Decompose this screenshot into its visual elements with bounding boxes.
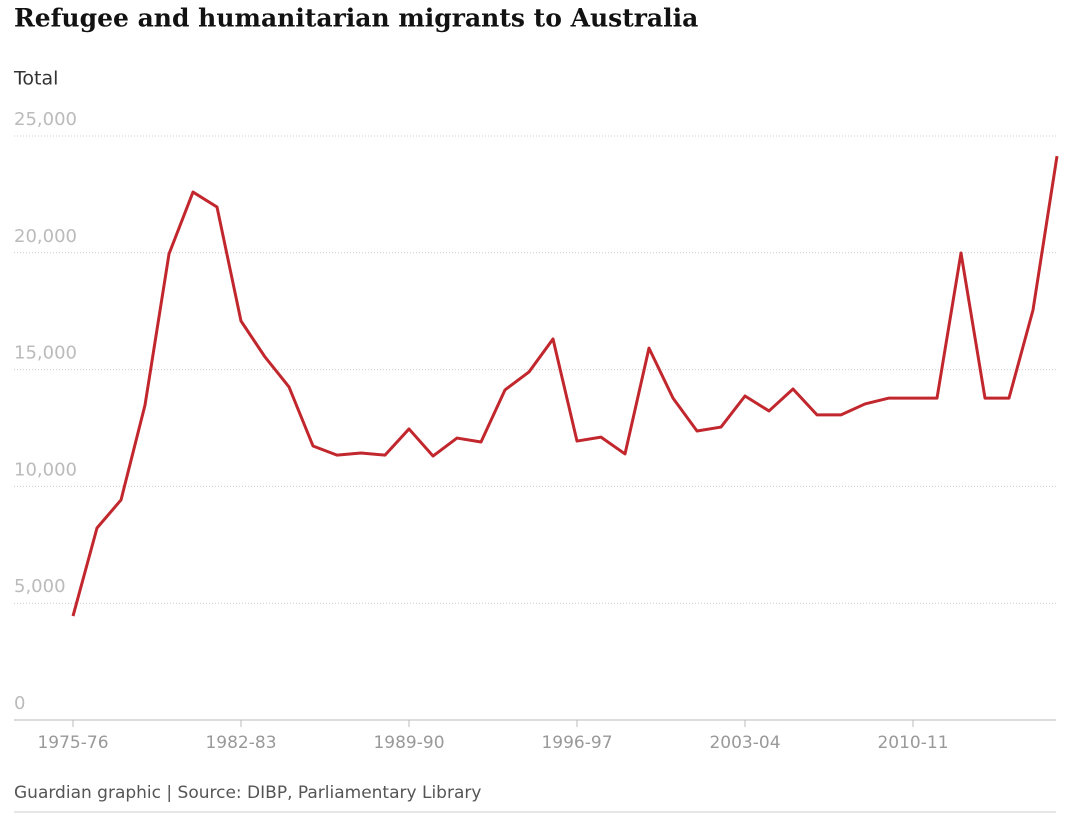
x-tick-label: 2003-04 <box>709 733 780 753</box>
y-tick-label: 0 <box>14 693 25 714</box>
x-tick-label: 2010-11 <box>877 733 948 753</box>
x-tick-label: 1989-90 <box>373 733 444 753</box>
x-tick-label: 1982-83 <box>205 733 276 753</box>
chart-title: Refugee and humanitarian migrants to Aus… <box>14 4 698 33</box>
subtitle: Total <box>13 68 58 90</box>
source: Guardian graphic | Source: DIBP, Parliam… <box>14 783 481 803</box>
y-tick-label: 5,000 <box>14 576 66 597</box>
y-tick-label: 10,000 <box>14 459 77 480</box>
x-tick-label: 1996-97 <box>541 733 612 753</box>
data-line <box>71 155 1059 617</box>
x-tick-label: 1975-76 <box>37 733 108 753</box>
y-tick-label: 20,000 <box>14 226 77 247</box>
y-tick-label: 25,000 <box>14 109 77 130</box>
y-tick-label: 15,000 <box>14 343 77 364</box>
